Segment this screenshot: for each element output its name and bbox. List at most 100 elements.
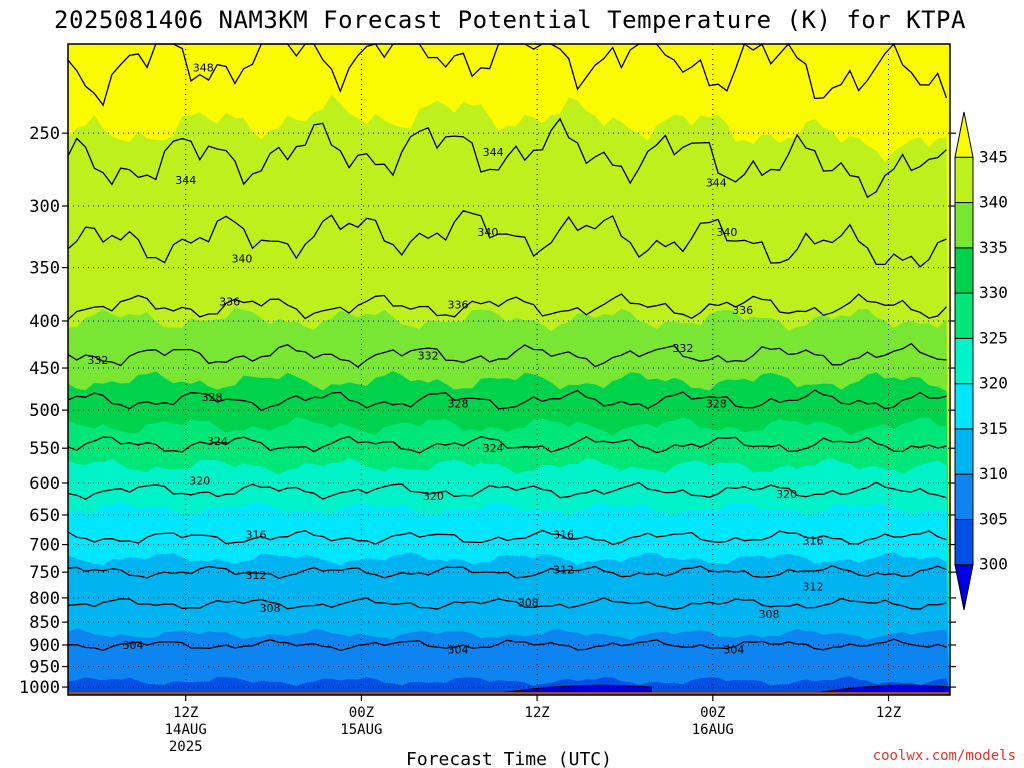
- contour-label-340: 340: [231, 252, 252, 265]
- contour-label-332: 332: [418, 349, 439, 362]
- contour-label-344: 344: [483, 146, 504, 159]
- contour-304: [68, 638, 947, 652]
- contour-label-312: 312: [802, 580, 823, 593]
- x-tick-label: 00Z: [700, 705, 725, 721]
- colorbar-label: 315: [979, 419, 1008, 438]
- colorbar-segment: [954, 156, 974, 204]
- colorbar-segment-top: [954, 111, 974, 158]
- x-tick-label: 12Z: [876, 705, 901, 721]
- x-tick-label: 16AUG: [692, 722, 734, 738]
- colorbar-segment: [954, 292, 974, 339]
- chart-title: 2025081406 NAM3KM Forecast Potential Tem…: [54, 6, 966, 34]
- y-axis: 250 300 350 400 450 500 550 600 650 700 750 800 850 9…: [19, 124, 956, 698]
- colorbar-label: 340: [979, 193, 1008, 212]
- contour-308: [67, 597, 947, 610]
- colorbar-segment: [954, 202, 974, 249]
- colorbar-segment: [954, 473, 974, 520]
- y-tick-label: 650: [29, 506, 60, 526]
- contour-label-328: 328: [706, 398, 727, 411]
- x-tick-label: 15AUG: [340, 722, 382, 738]
- contour-label-336: 336: [448, 299, 469, 312]
- contour-label-320: 320: [189, 474, 210, 487]
- contour-label-320: 320: [423, 490, 444, 503]
- plot-frame: [67, 43, 951, 696]
- contour-label-328: 328: [202, 391, 223, 404]
- y-tick-label: 550: [29, 439, 60, 459]
- contour-label-308: 308: [759, 608, 780, 621]
- y-tick-label: 450: [29, 359, 60, 379]
- contour-336: [67, 293, 947, 321]
- contour-label-348: 348: [193, 61, 214, 74]
- colorbar-label: 345: [979, 147, 1008, 166]
- colorbar-label: 300: [979, 555, 1008, 574]
- contour-label-344: 344: [706, 177, 727, 190]
- plot-area: 348 344 344 344 340 340 340 336 336 336 332 332 332 3…: [67, 42, 951, 696]
- credit-text: coolwx.com/models: [873, 748, 1016, 764]
- x-axis-title: Forecast Time (UTC): [406, 749, 612, 768]
- band-300-patch: [493, 684, 652, 695]
- contour-340: [67, 210, 947, 268]
- x-tick-label: 14AUG: [165, 722, 207, 738]
- y-tick-label: 750: [29, 563, 60, 583]
- contour-324: [67, 435, 947, 454]
- colorbar-segment: [954, 383, 974, 430]
- y-tick-label: 950: [29, 658, 60, 678]
- contour-332: [67, 342, 947, 368]
- contour-label-332: 332: [87, 354, 108, 367]
- contour-label-312: 312: [245, 569, 266, 582]
- contour-label-320: 320: [776, 488, 797, 501]
- contour-label-332: 332: [672, 342, 693, 355]
- colorbar-label: 320: [979, 374, 1008, 393]
- colorbar-segment: [954, 428, 974, 475]
- x-tick-label: 12Z: [524, 705, 549, 721]
- y-tick-label: 600: [29, 474, 60, 494]
- colorbar-segment-bottom: [954, 564, 974, 611]
- y-tick-label: 900: [29, 636, 60, 656]
- contour-label-340: 340: [477, 226, 498, 239]
- contour-label-308: 308: [260, 602, 281, 615]
- contour-label-344: 344: [175, 174, 196, 187]
- contour-316: [67, 529, 947, 546]
- colorbar-segment: [954, 247, 974, 294]
- y-tick-label: 1000: [19, 678, 60, 698]
- y-tick-label: 250: [29, 124, 60, 144]
- y-tick-label: 800: [29, 589, 60, 609]
- contour-label-336: 336: [219, 296, 240, 309]
- contour-label-324: 324: [207, 435, 228, 448]
- colorbar-segment: [954, 337, 974, 385]
- colorbar-label: 330: [979, 283, 1008, 302]
- y-tick-label: 300: [29, 197, 60, 217]
- contour-label-340: 340: [716, 226, 737, 239]
- x-tick-label: 12Z: [173, 705, 198, 721]
- colorbar-label: 335: [979, 238, 1008, 257]
- contour-label-304: 304: [723, 643, 744, 656]
- contour-label-336: 336: [732, 304, 753, 317]
- colorbar-label: 310: [979, 464, 1008, 483]
- y-tick-label: 850: [29, 613, 60, 633]
- contour-344: [67, 117, 947, 199]
- contour-label-328: 328: [448, 398, 469, 411]
- y-tick-label: 700: [29, 536, 60, 556]
- contour-label-304: 304: [448, 643, 469, 656]
- contour-320: [67, 481, 947, 501]
- colorbar-label: 325: [979, 328, 1008, 347]
- contour-label-316: 316: [245, 529, 266, 542]
- band-305: [68, 676, 950, 695]
- x-tick-label: 2025: [169, 739, 203, 755]
- contour-label-316: 316: [802, 535, 823, 548]
- colorbar-label: 305: [979, 509, 1008, 528]
- contour-label-308: 308: [518, 596, 539, 609]
- contour-312: [67, 564, 947, 579]
- y-tick-label: 500: [29, 401, 60, 421]
- y-tick-label: 400: [29, 312, 60, 332]
- contour-label-312: 312: [553, 563, 574, 576]
- colorbar: 300 305 310 315 320 325 330 335 340 345: [954, 111, 1008, 611]
- contour-label-316: 316: [553, 529, 574, 542]
- contour-328: [67, 389, 947, 412]
- colorbar-segment: [954, 518, 974, 566]
- x-tick-label: 00Z: [349, 705, 374, 721]
- ground-strip: [68, 692, 950, 695]
- y-tick-label: 350: [29, 259, 60, 279]
